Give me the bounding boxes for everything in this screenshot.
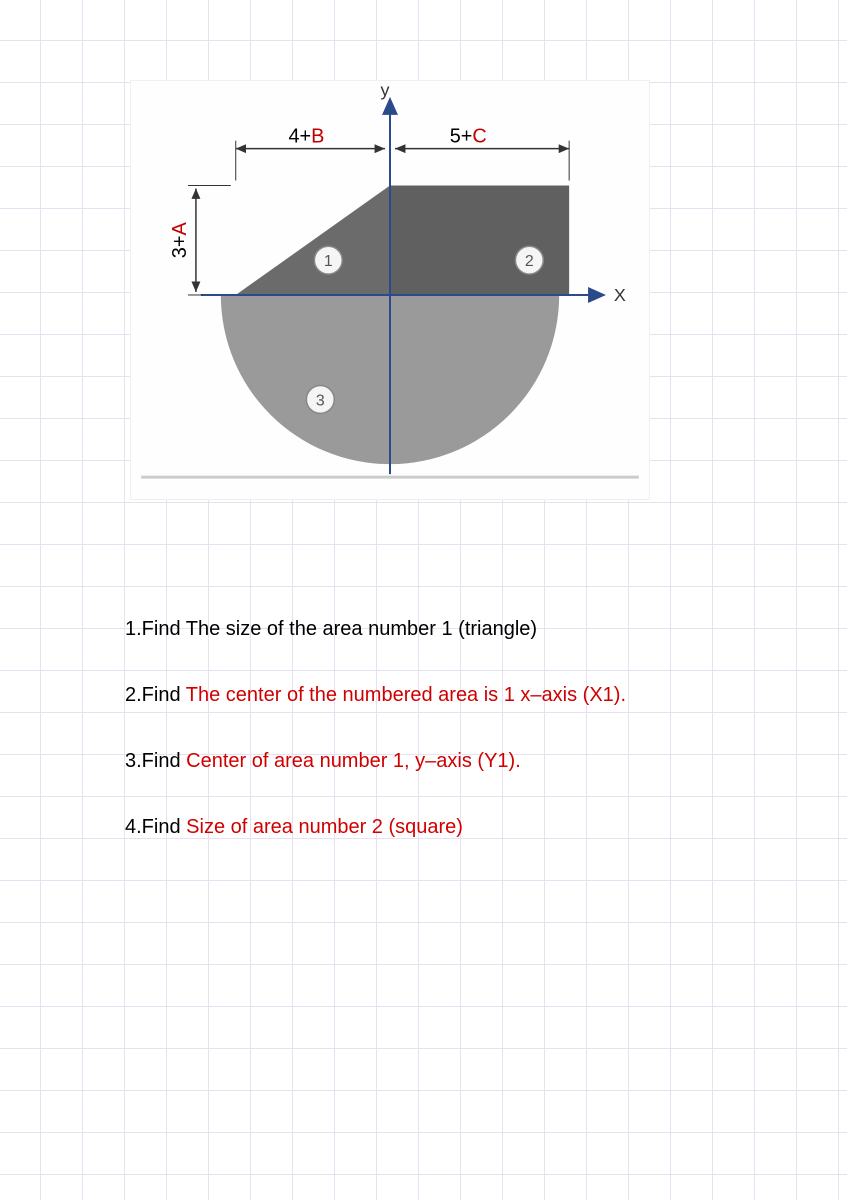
q3-prefix: 3.Find [125, 750, 186, 772]
region-2-label: 2 [525, 253, 534, 270]
question-4: 4.Find Size of area number 2 (square) [125, 813, 785, 841]
dim-left-text: 4+B [288, 126, 324, 148]
figure-svg: X y 4+B 4+B 5+C 3+A 1 2 [131, 81, 649, 499]
q4-prefix: 4.Find [125, 816, 186, 838]
question-3: 3.Find Center of area number 1, y–axis (… [125, 747, 785, 775]
question-2: 2.Find The center of the numbered area i… [125, 681, 785, 709]
q4-body: Size of area number 2 (square) [186, 816, 463, 838]
q3-body: Center of area number 1, y–axis (Y1). [186, 750, 521, 772]
q2-prefix: 2.Find [125, 684, 186, 706]
dim-right-text: 5+C [450, 126, 487, 148]
q2-body: The center of the numbered area is 1 x–a… [186, 684, 626, 706]
region-3-label: 3 [316, 392, 325, 409]
q1-body: The size of the area number 1 (triangle) [186, 618, 537, 640]
square-region-2 [390, 186, 569, 295]
questions-block: 1.Find The size of the area number 1 (tr… [125, 615, 785, 879]
dim-height-text: 3+A [169, 222, 191, 259]
q1-prefix: 1.Find [125, 618, 186, 640]
geometry-figure: X y 4+B 4+B 5+C 3+A 1 2 [130, 80, 650, 500]
region-1-label: 1 [324, 253, 333, 270]
triangle-region-1 [236, 186, 390, 295]
question-1: 1.Find The size of the area number 1 (tr… [125, 615, 785, 643]
x-axis-label: X [614, 285, 626, 305]
y-axis-label: y [381, 81, 390, 100]
